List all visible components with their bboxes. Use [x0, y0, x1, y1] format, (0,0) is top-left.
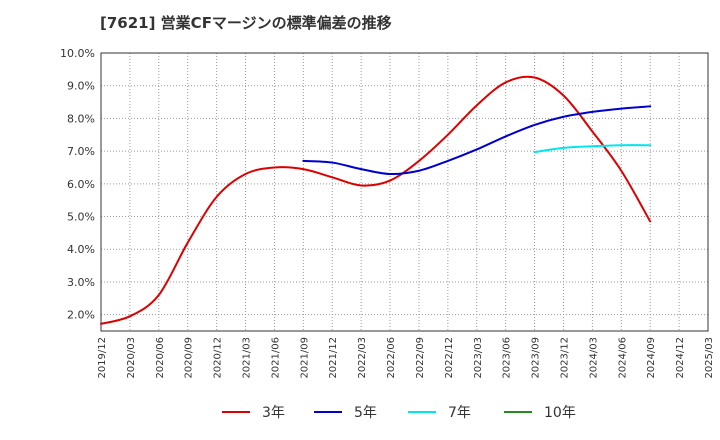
x-tick-label: 2022/06 — [386, 337, 397, 379]
x-tick-label: 2021/06 — [270, 337, 281, 379]
y-tick-label: 4.0% — [67, 243, 95, 256]
x-tick-label: 2025/03 — [704, 337, 715, 379]
x-tick-label: 2023/03 — [473, 337, 484, 379]
y-tick-label: 2.0% — [67, 309, 95, 322]
series-line-3 — [533, 144, 652, 154]
y-tick-label: 8.0% — [67, 112, 95, 125]
x-tick-label: 2020/09 — [184, 337, 195, 379]
x-tick-label: 2019/12 — [97, 337, 108, 379]
legend-label-4: 10年 — [544, 405, 576, 421]
x-tick-label: 2024/03 — [588, 337, 599, 379]
y-tick-label: 3.0% — [67, 276, 95, 289]
y-tick-label: 7.0% — [67, 145, 95, 158]
x-tick-label: 2021/12 — [328, 337, 339, 379]
x-tick-label: 2021/09 — [299, 337, 310, 379]
x-tick-label: 2022/12 — [444, 337, 455, 379]
x-tick-label: 2020/06 — [155, 337, 166, 379]
x-tick-label: 2023/09 — [531, 337, 542, 379]
x-tick-label: 2022/03 — [357, 337, 368, 379]
series-line-2 — [302, 105, 652, 176]
legend-label-3: 7年 — [448, 405, 471, 421]
x-tick-label: 2023/12 — [559, 337, 570, 379]
y-tick-label: 6.0% — [67, 178, 95, 191]
series-line-1 — [100, 75, 652, 325]
legend-label-1: 3年 — [262, 405, 285, 421]
chart-title: [7621] 営業CFマージンの標準偏差の推移 — [100, 14, 392, 32]
y-tick-label: 10.0% — [60, 47, 95, 60]
legend-label-2: 5年 — [354, 405, 377, 421]
x-tick-label: 2022/09 — [415, 337, 426, 379]
x-tick-label: 2023/06 — [502, 337, 513, 379]
y-tick-label: 5.0% — [67, 211, 95, 224]
x-tick-label: 2024/12 — [675, 337, 686, 379]
plot-frame — [100, 52, 709, 332]
x-tick-label: 2020/12 — [213, 337, 224, 379]
y-tick-label: 9.0% — [67, 80, 95, 93]
x-tick-label: 2024/06 — [617, 337, 628, 379]
plot-area — [101, 53, 708, 331]
x-tick-label: 2020/03 — [126, 337, 137, 379]
x-tick-label: 2021/03 — [242, 337, 253, 379]
x-tick-label: 2024/09 — [646, 337, 657, 379]
